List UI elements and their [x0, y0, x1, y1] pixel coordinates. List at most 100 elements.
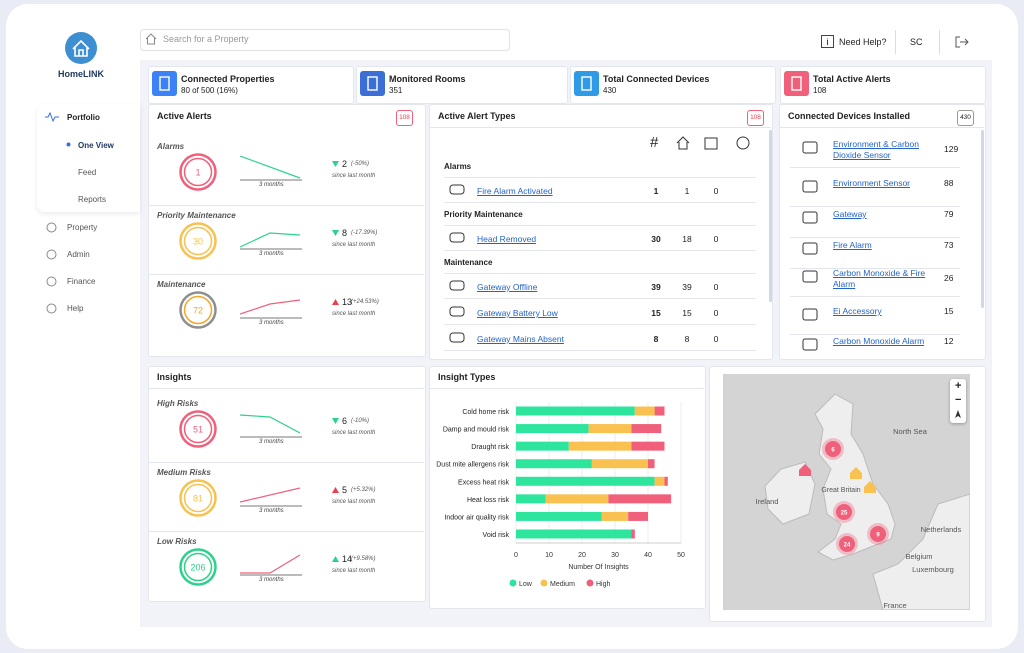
- kpi-card: [570, 66, 776, 104]
- alert-type-link[interactable]: Gateway Mains Absent: [477, 334, 564, 344]
- map: North Sea Ireland Great Britain Netherlands…: [723, 374, 970, 610]
- icon: [46, 249, 57, 260]
- bar-segment: [648, 459, 655, 469]
- x-tick-label: 40: [644, 552, 652, 559]
- alert-icon: [449, 332, 465, 343]
- nav-active-bg: [37, 104, 140, 212]
- device-icon: [802, 141, 818, 154]
- ring-inner: [183, 414, 213, 444]
- kpi-icon: [784, 71, 809, 96]
- zoom-in[interactable]: +: [955, 380, 962, 392]
- icon: [45, 112, 59, 122]
- kpi-card: [356, 66, 568, 104]
- row-divider: [790, 268, 960, 269]
- bar-segment: [516, 529, 632, 539]
- kpi-value: 80 of 500 (16%): [181, 86, 238, 95]
- col-header-count: #: [650, 134, 659, 151]
- device-link[interactable]: Environment & Carbon Dioxide Sensor: [833, 139, 919, 160]
- col-header-icon: [704, 137, 718, 150]
- kpi-icon: [360, 71, 385, 96]
- device-link[interactable]: Environment Sensor: [833, 178, 911, 188]
- user-initials[interactable]: SC: [910, 37, 923, 47]
- nav-sub-item[interactable]: Reports: [78, 195, 107, 204]
- scrollbar: [769, 130, 772, 302]
- bar-segment: [568, 441, 632, 451]
- cluster: [836, 504, 852, 520]
- nav-item[interactable]: Admin: [67, 250, 90, 259]
- icon-bg: [152, 71, 177, 96]
- panel-title: Active Alert Types: [438, 111, 516, 121]
- device-link[interactable]: Carbon Monoxide Alarm: [833, 336, 925, 346]
- nav-sub-item[interactable]: One View: [78, 141, 114, 150]
- nav-sub-item[interactable]: Feed: [78, 168, 97, 177]
- ring-outer: [179, 291, 217, 329]
- property-marker: [850, 467, 862, 479]
- nav-item[interactable]: Help: [67, 304, 84, 313]
- sparkline: [240, 554, 302, 576]
- icon-bg: [360, 71, 385, 96]
- alert-type-value: 1: [684, 186, 690, 196]
- zoom-out[interactable]: −: [955, 394, 962, 406]
- bar-segment: [654, 406, 665, 416]
- map-label: Great Britain: [821, 487, 860, 494]
- cluster-count: 6: [831, 448, 835, 454]
- row-divider: [790, 206, 960, 207]
- row-divider: [148, 462, 424, 463]
- kpi-value: 108: [813, 86, 827, 95]
- logout-icon[interactable]: [955, 36, 969, 48]
- alert-type-link[interactable]: Fire Alarm Activated: [477, 186, 553, 196]
- help-link[interactable]: Need Help?: [839, 37, 887, 47]
- nav-portfolio[interactable]: Portfolio: [67, 113, 100, 122]
- alert-type-link[interactable]: Gateway Battery Low: [477, 308, 558, 318]
- nav-icon: [46, 222, 57, 233]
- row-label: High Risks: [157, 399, 199, 408]
- since-label: since last month: [332, 568, 376, 574]
- icon: [46, 303, 57, 314]
- map-label: Luxembourg: [912, 565, 954, 574]
- count-ring: 72: [179, 291, 217, 329]
- search-box[interactable]: [140, 29, 510, 51]
- ring-outer: [179, 222, 217, 260]
- period-label: 3 months: [259, 251, 284, 257]
- y-tick-label: Excess heat risk: [458, 479, 509, 486]
- device-link[interactable]: Fire Alarm: [833, 240, 872, 250]
- device-count: 73: [944, 240, 954, 250]
- period-label: 3 months: [259, 439, 284, 445]
- icon: [802, 242, 818, 255]
- count-ring: 206: [179, 548, 217, 586]
- change-value: 8: [342, 228, 348, 238]
- device-link[interactable]: Ei Accessory: [833, 306, 882, 316]
- ring-inner: [183, 157, 213, 187]
- alert-type-value: 30: [651, 234, 661, 244]
- alert-type-link[interactable]: Gateway Offline: [477, 282, 538, 292]
- bar-segment: [591, 459, 648, 469]
- device-icon: [802, 180, 818, 193]
- icon: [449, 232, 465, 243]
- nav-dot: [66, 142, 71, 147]
- x-axis-label: Number Of Insights: [568, 564, 629, 571]
- ring-outer: [179, 548, 217, 586]
- legend-label: Medium: [550, 581, 575, 588]
- row-label: Maintenance: [157, 280, 206, 289]
- trend-arrow: [332, 161, 339, 167]
- badge: 430: [957, 110, 974, 126]
- change-pct: (+9.58%): [351, 556, 376, 562]
- nav-item[interactable]: Property: [67, 223, 98, 232]
- alert-type-link[interactable]: Head Removed: [477, 234, 537, 244]
- device-link[interactable]: Gateway: [833, 209, 867, 219]
- period-label: 3 months: [259, 577, 284, 583]
- period-label: 3 months: [259, 182, 284, 188]
- period-label: 3 months: [259, 320, 284, 326]
- sparkline: [240, 299, 302, 319]
- alert-type-value: 1: [653, 186, 659, 196]
- device-icon: [802, 242, 818, 255]
- ring-count: 206: [190, 563, 205, 573]
- device-link[interactable]: Carbon Monoxide & Fire Alarm: [833, 268, 926, 289]
- bar-segment: [516, 424, 589, 434]
- since-label: since last month: [332, 311, 376, 317]
- arrow: [332, 230, 339, 236]
- sparkline: [240, 156, 302, 181]
- nav-item[interactable]: Finance: [67, 277, 96, 286]
- bar-segment: [516, 459, 592, 469]
- row-divider: [790, 167, 960, 168]
